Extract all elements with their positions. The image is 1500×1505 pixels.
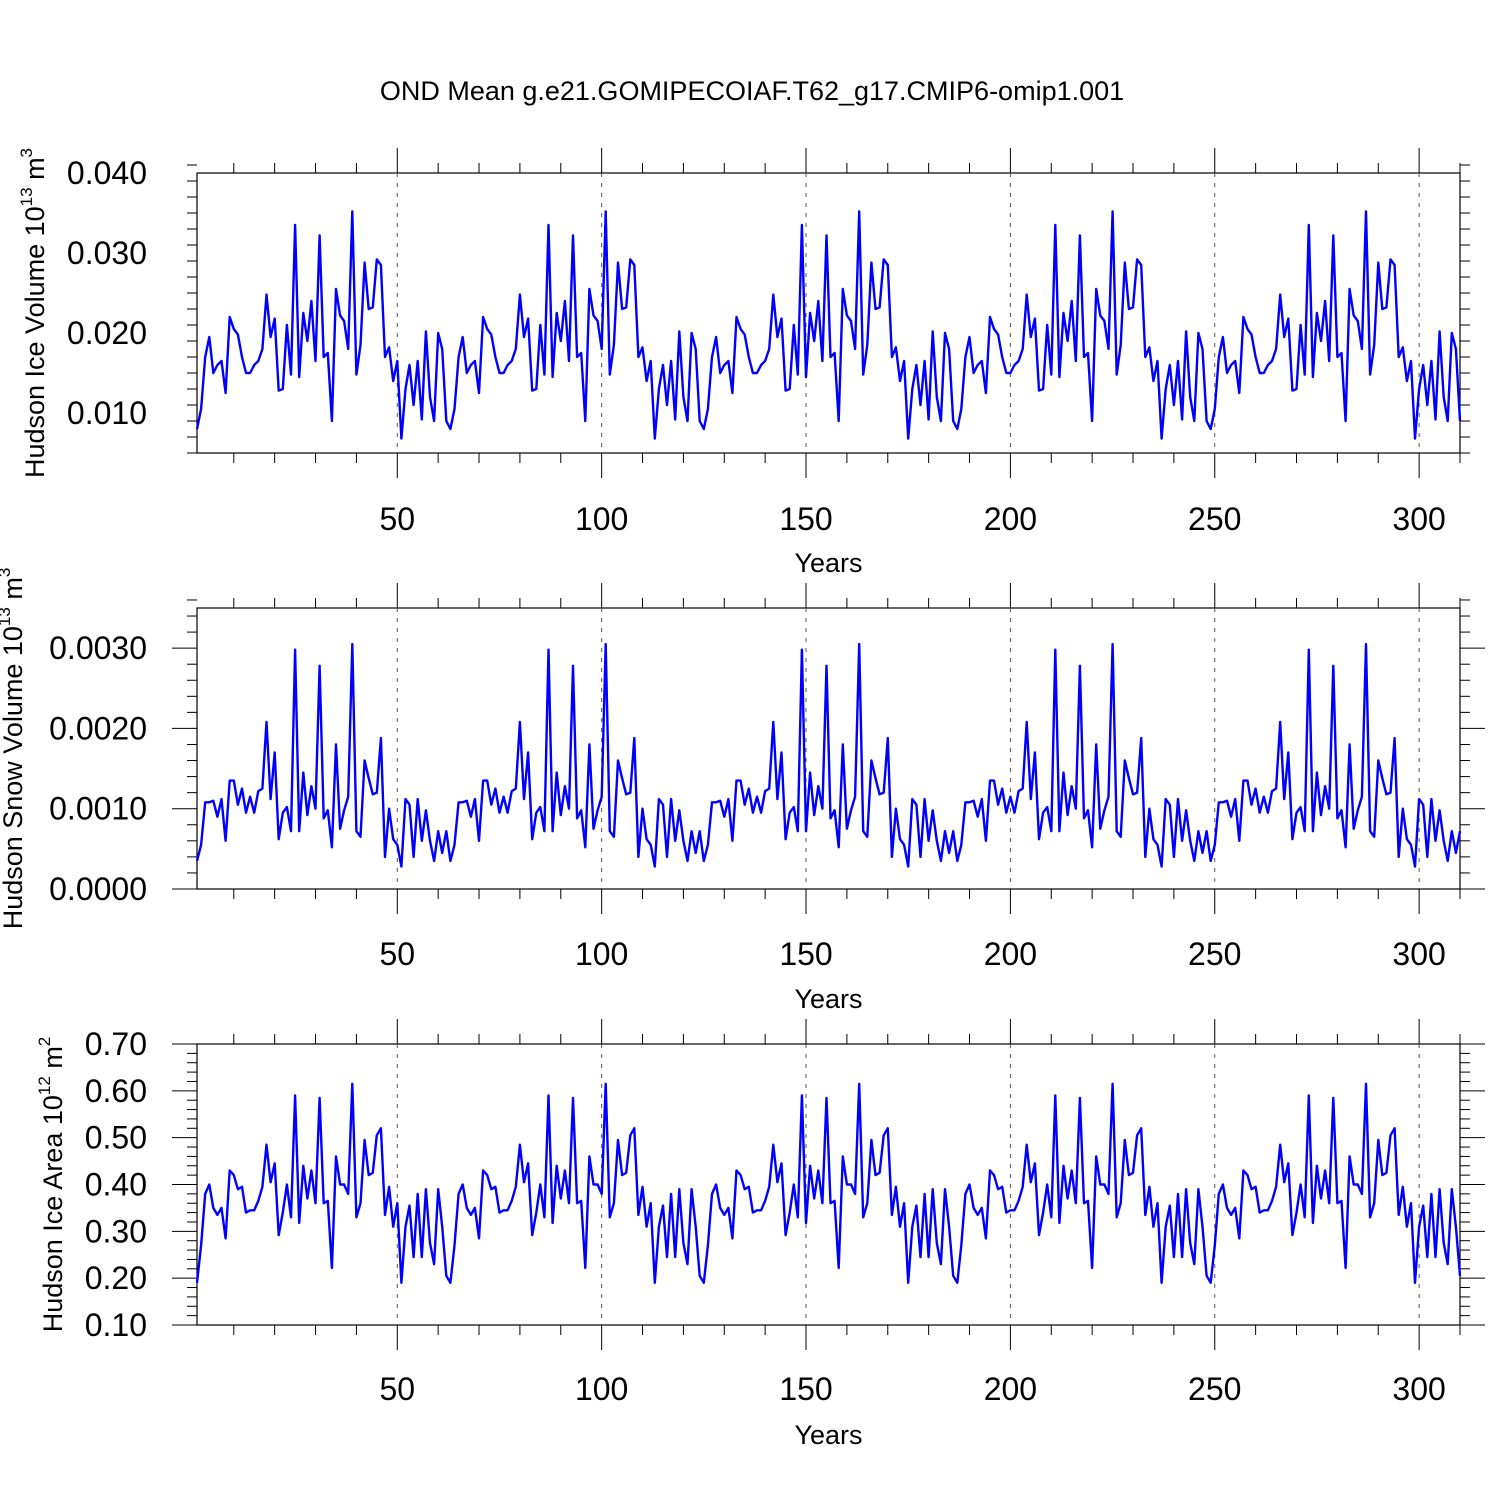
x-tick-label: 250 — [1188, 501, 1241, 537]
x-tick-label: 50 — [379, 1371, 415, 1407]
y-axis-label: Hudson Ice Volume 1013 m3 — [17, 148, 50, 478]
series-line — [195, 210, 1462, 440]
x-tick-label: 100 — [575, 501, 628, 537]
x-tick-label: 150 — [779, 501, 832, 537]
y-tick-label: 0.50 — [85, 1120, 147, 1156]
x-tick-label: 300 — [1392, 936, 1445, 972]
chart-title: OND Mean g.e21.GOMIPECOIAF.T62_g17.CMIP6… — [380, 76, 1124, 106]
y-tick-label: 0.0030 — [49, 630, 147, 666]
y-tick-label: 0.10 — [85, 1307, 147, 1343]
y-tick-label: 0.30 — [85, 1213, 147, 1249]
panel-2: 50 100 150 200 250 300 0.0000 0.0010 0.0020 0.003… — [0, 568, 1485, 1014]
x-tick-label: 150 — [779, 936, 832, 972]
plot-frame — [196, 172, 1461, 454]
x-tick-label: 200 — [984, 936, 1037, 972]
series-line — [195, 1082, 1462, 1285]
plot-frame — [196, 1043, 1461, 1326]
x-tick-label: 250 — [1188, 936, 1241, 972]
x-tick-label: 200 — [984, 1371, 1037, 1407]
y-tick-label: 0.40 — [85, 1167, 147, 1203]
y-tick-label: 0.010 — [67, 395, 147, 431]
x-tick-label: 50 — [379, 936, 415, 972]
x-tick-label: 100 — [575, 1371, 628, 1407]
x-axis-label: Years — [794, 548, 862, 578]
y-tick-label: 0.020 — [67, 315, 147, 351]
x-tick-label: 150 — [779, 1371, 832, 1407]
x-axis-label: Years — [794, 984, 862, 1014]
y-tick-label: 0.60 — [85, 1073, 147, 1109]
x-tick-label: 200 — [984, 501, 1037, 537]
x-axis-label: Years — [794, 1420, 862, 1450]
y-tick-label: 0.040 — [67, 155, 147, 191]
x-tick-label: 300 — [1392, 1371, 1445, 1407]
y-tick-label: 0.0020 — [49, 710, 147, 746]
x-tick-label: 100 — [575, 936, 628, 972]
y-tick-label: 0.030 — [67, 235, 147, 271]
x-tick-label: 50 — [379, 501, 415, 537]
panel-1: 50 100 150 200 250 300 0.010 0.020 0.030 0.040 Yea… — [17, 148, 1470, 578]
y-tick-label: 0.70 — [85, 1026, 147, 1062]
y-tick-label: 0.20 — [85, 1260, 147, 1296]
x-tick-label: 250 — [1188, 1371, 1241, 1407]
y-tick-label: 0.0000 — [49, 871, 147, 907]
y-tick-label: 0.0010 — [49, 791, 147, 827]
x-tick-label: 300 — [1392, 501, 1445, 537]
y-axis-label: Hudson Snow Volume 1013 m3 — [0, 568, 28, 930]
panel-3: 50 100 150 200 250 300 0.10 0.20 0.30 0.40 0.50 0.6… — [35, 1019, 1485, 1450]
plot-frame — [196, 607, 1461, 890]
y-axis-label: Hudson Ice Area 1012 m2 — [35, 1037, 68, 1333]
series-line — [195, 642, 1462, 868]
